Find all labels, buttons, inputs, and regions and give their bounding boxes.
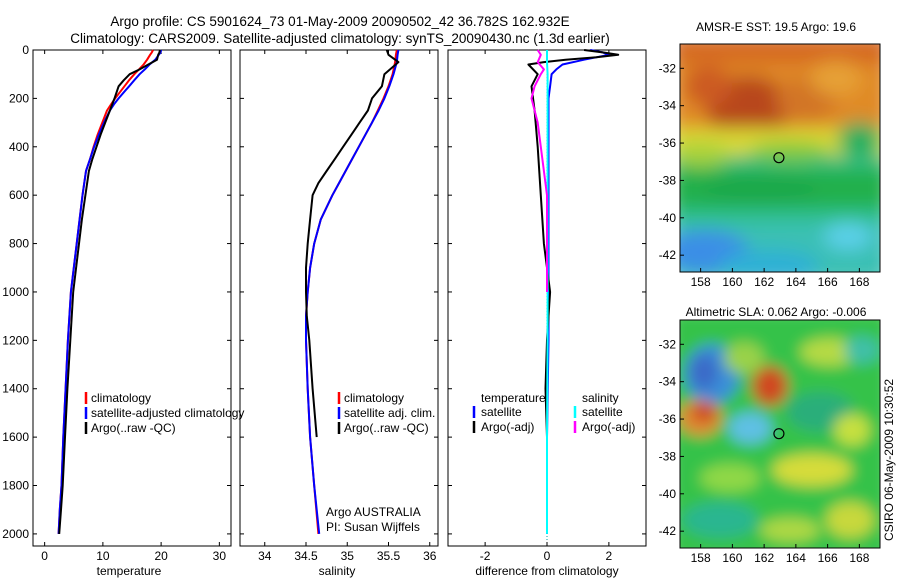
series-line-argo-raw-qc- (58, 49, 161, 534)
depth-tick-label: 2000 (2, 527, 29, 541)
depth-tick-label: 200 (9, 91, 29, 105)
x-tick-label: 36 (423, 549, 437, 563)
legend-label: satellite adj. clim. (344, 406, 435, 420)
longitude-tick-label: 162 (754, 275, 774, 289)
longitude-tick-label: 168 (849, 551, 869, 565)
latitude-tick-label: -42 (659, 248, 677, 262)
depth-tick-label: 1400 (2, 382, 29, 396)
float-program-label: Argo AUSTRALIA (326, 505, 421, 519)
longitude-tick-label: 164 (786, 551, 806, 565)
latitude-tick-label: -32 (659, 337, 677, 351)
depth-tick-label: 1000 (2, 285, 29, 299)
legend-label: climatology (344, 391, 404, 405)
x-tick-label: 20 (154, 549, 168, 563)
longitude-tick-label: 158 (691, 275, 711, 289)
legend-label: satellite-adjusted climatology (91, 406, 244, 420)
longitude-tick-label: 160 (722, 551, 742, 565)
series-line-satellite-adjusted-climatology (57, 49, 163, 534)
longitude-tick-label: 168 (849, 275, 869, 289)
longitude-tick-label: 164 (786, 275, 806, 289)
longitude-tick-label: 166 (818, 275, 838, 289)
x-tick-label: 0 (544, 549, 551, 563)
longitude-tick-label: 160 (722, 275, 742, 289)
sst-map-image (680, 44, 880, 272)
x-tick-label: -2 (480, 549, 491, 563)
series-line-temperature-argo-adj- (527, 49, 620, 438)
series-line-climatology (305, 49, 398, 534)
latitude-tick-label: -34 (659, 99, 677, 113)
latitude-tick-label: -34 (659, 375, 677, 389)
legend-label: climatology (91, 391, 151, 405)
difference-xlabel: difference from climatology (475, 564, 618, 578)
longitude-tick-label: 158 (691, 551, 711, 565)
series-line-salinity-satellite (546, 50, 549, 534)
legend-label: Argo(..raw -QC) (91, 421, 176, 435)
depth-tick-label: 1200 (2, 333, 29, 347)
float-pi-label: PI: Susan Wijffels (326, 520, 420, 534)
latitude-tick-label: -36 (659, 136, 677, 150)
legend-label: Argo(-adj) (481, 420, 534, 434)
latitude-tick-label: -36 (659, 412, 677, 426)
x-tick-label: 35.5 (377, 549, 401, 563)
salinity-xlabel: salinity (319, 564, 356, 578)
series-line-temperature-satellite (546, 49, 610, 534)
temperature-xlabel: temperature (97, 564, 162, 578)
series-line-argo-raw-qc- (305, 49, 400, 438)
figure-title-line1: Argo profile: CS 5901624_73 01-May-2009 … (110, 14, 569, 29)
sla-map-title: Altimetric SLA: 0.062 Argo: -0.006 (686, 305, 867, 319)
latitude-tick-label: -38 (659, 449, 677, 463)
latitude-tick-label: -42 (659, 524, 677, 538)
x-tick-label: 10 (96, 549, 110, 563)
latitude-tick-label: -32 (659, 61, 677, 75)
x-tick-label: 35 (341, 549, 355, 563)
x-tick-label: 2 (606, 549, 613, 563)
x-tick-label: 34.5 (294, 549, 318, 563)
depth-tick-label: 1800 (2, 479, 29, 493)
legend-group-title: salinity (582, 391, 619, 405)
depth-tick-label: 0 (22, 43, 29, 57)
depth-tick-label: 600 (9, 188, 29, 202)
legend-label: satellite (481, 405, 522, 419)
longitude-tick-label: 162 (754, 551, 774, 565)
series-line-salinity-argo-adj- (530, 49, 548, 292)
longitude-tick-label: 166 (818, 551, 838, 565)
generation-stamp: CSIRO 06-May-2009 10:30:52 (882, 379, 896, 541)
sla-map-image (680, 320, 880, 548)
latitude-tick-label: -38 (659, 173, 677, 187)
legend-label: satellite (582, 405, 623, 419)
latitude-tick-label: -40 (659, 211, 677, 225)
sla-map-frame (679, 319, 881, 549)
legend-label: Argo(..raw -QC) (344, 421, 429, 435)
salinity-panel (239, 49, 439, 547)
sst-map-frame (679, 43, 881, 273)
legend-group-title: temperature (481, 391, 546, 405)
depth-tick-label: 800 (9, 237, 29, 251)
series-line-satellite-adj-clim- (305, 49, 400, 535)
depth-tick-label: 400 (9, 140, 29, 154)
salinity-legend: climatology satellite adj. clim. Argo(..… (337, 391, 435, 435)
argo-float-position-marker (773, 428, 785, 440)
difference-legend: temperature satellite Argo(-adj) salinit… (472, 391, 635, 434)
x-tick-label: 30 (213, 549, 227, 563)
temperature-panel (32, 49, 232, 547)
depth-tick-label: 1600 (2, 430, 29, 444)
legend-label: Argo(-adj) (582, 420, 635, 434)
figure-title-line2: Climatology: CARS2009. Satellite-adjuste… (70, 31, 610, 46)
argo-float-position-marker (773, 152, 785, 164)
latitude-tick-label: -40 (659, 487, 677, 501)
temperature-legend: climatology satellite-adjusted climatolo… (84, 391, 244, 435)
x-tick-label: 0 (41, 549, 48, 563)
x-tick-label: 34 (258, 549, 272, 563)
sst-map-title: AMSR-E SST: 19.5 Argo: 19.6 (696, 20, 856, 34)
